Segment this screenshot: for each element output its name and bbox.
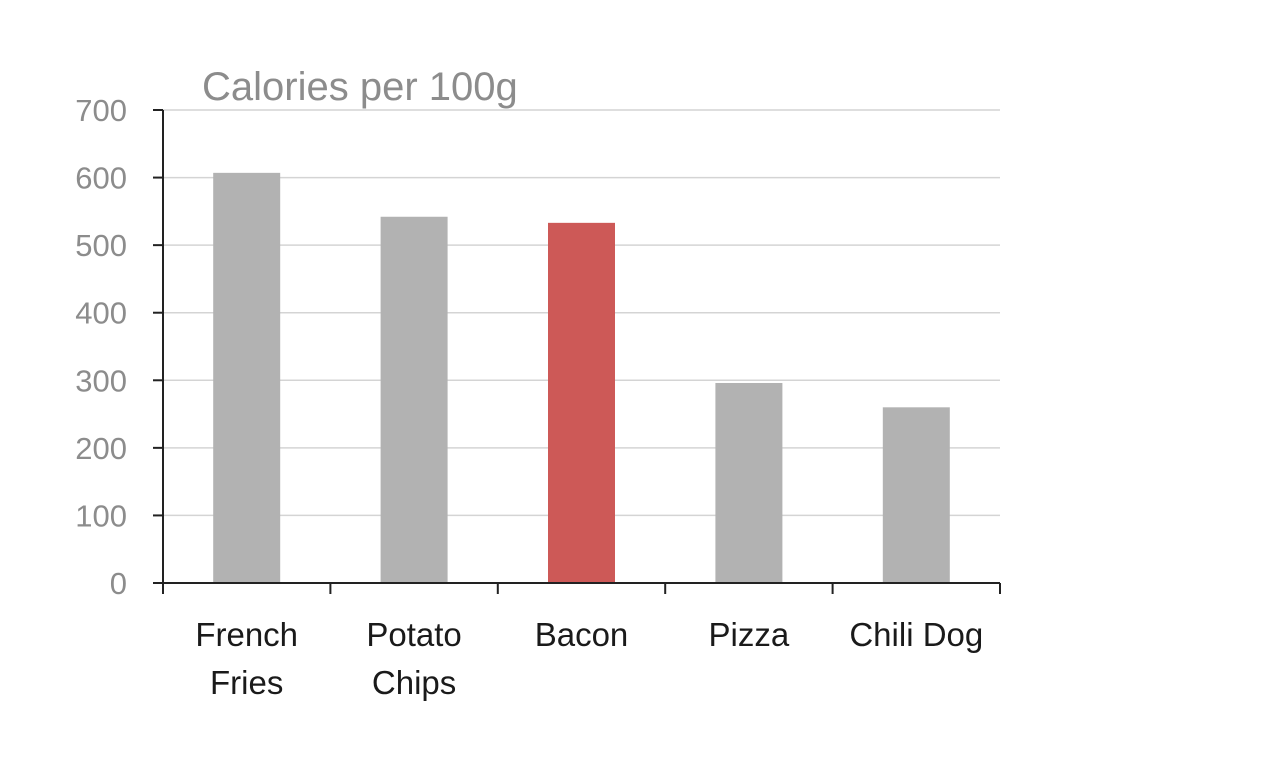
y-tick-label: 700: [75, 93, 127, 128]
bar: [715, 382, 783, 583]
x-category-labels: French Fries Potato Chips Bacon Pizza Chili Do…: [195, 616, 983, 701]
y-tick-label: 500: [75, 228, 127, 263]
x-tick-label: Potato Chips: [366, 616, 461, 701]
bar: [548, 222, 615, 583]
y-tick-label: 400: [75, 296, 127, 331]
bar: [380, 216, 448, 583]
y-tick-label: 200: [75, 431, 127, 466]
axes: [162, 110, 1001, 594]
y-tick-label: 600: [75, 161, 127, 196]
chart-title: Calories per 100g: [202, 65, 518, 109]
bars: [213, 172, 950, 583]
y-tick-label: 100: [75, 498, 127, 533]
x-tick-label: French Fries: [195, 616, 298, 701]
x-tick-label: Bacon: [535, 616, 629, 653]
x-tick-label: Chili Dog: [849, 616, 983, 653]
x-tick-label: Pizza: [709, 616, 790, 653]
bar: [213, 172, 281, 583]
y-tick-label: 0: [110, 566, 127, 601]
y-tick-labels: 0 100 200 300 400 500 600 700: [75, 93, 163, 601]
y-tick-label: 300: [75, 363, 127, 398]
bar: [882, 407, 950, 583]
